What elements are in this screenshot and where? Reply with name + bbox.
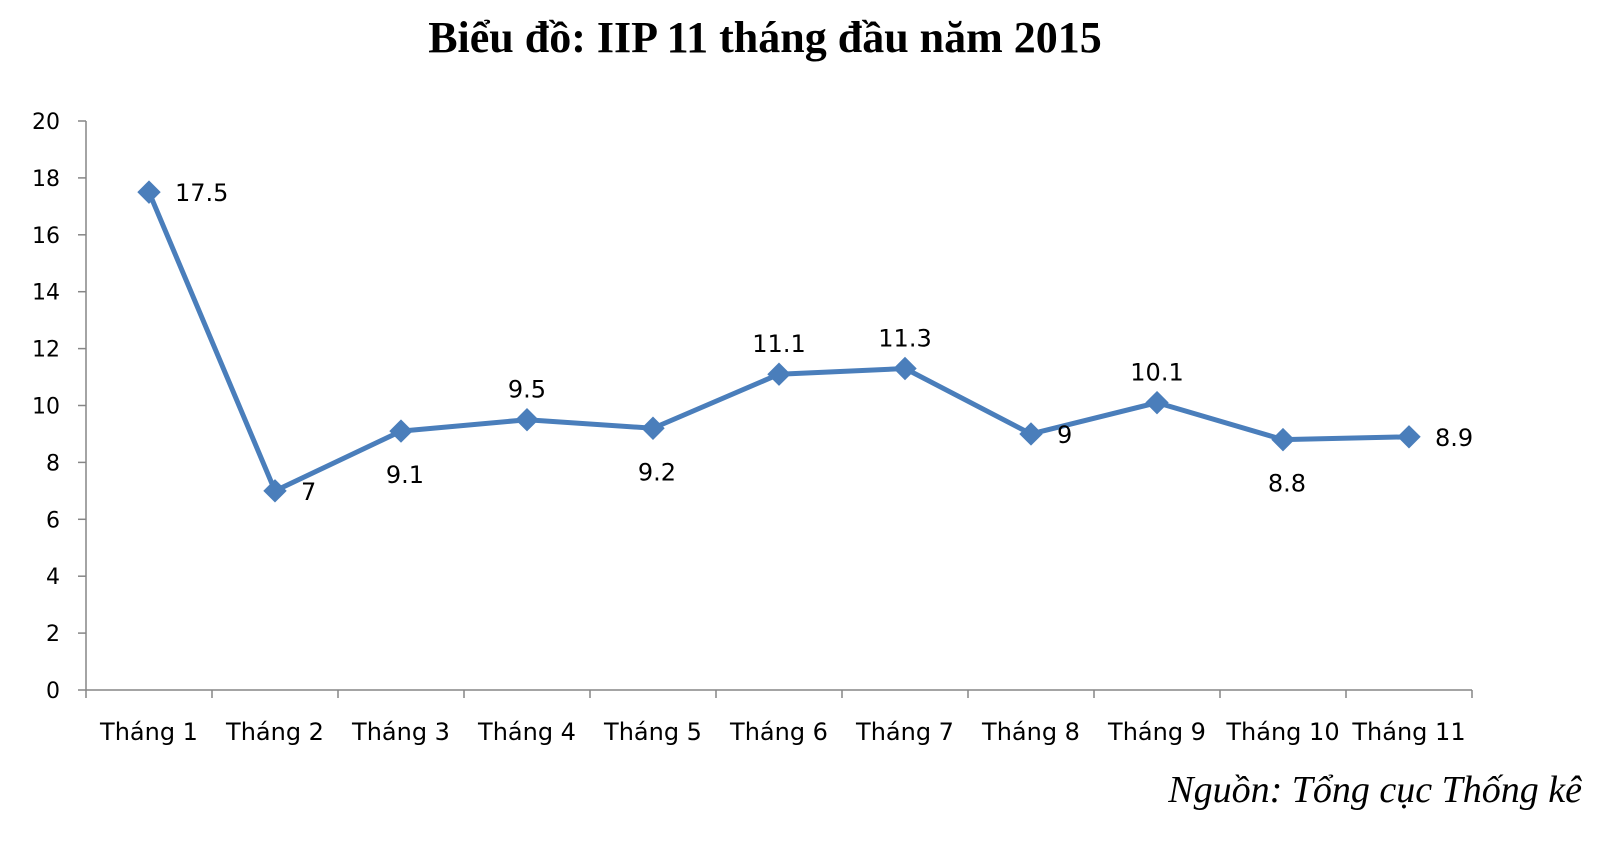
data-label: 11.3 [878,325,931,353]
x-tick-label: Tháng 9 [1107,718,1206,746]
y-tick-label: 16 [32,224,60,249]
y-tick-label: 6 [46,508,60,533]
data-label: 9.2 [638,458,676,486]
x-tick-label: Tháng 2 [225,718,324,746]
y-axis-ticks: 0 2 4 6 8 10 12 14 16 18 20 [32,110,86,704]
data-labels: 17.5 7 9.1 9.5 9.2 11.1 11.3 9 10.1 8.8 8.9 [175,179,1473,506]
data-point [1271,427,1295,452]
source-note: Nguồn: Tổng cục Thống kê [1168,769,1582,811]
x-tick-label: Tháng 11 [1351,718,1465,746]
data-label: 10.1 [1130,359,1183,387]
data-point [641,416,665,440]
data-point [515,408,539,432]
y-tick-label: 8 [46,451,60,476]
data-point [1145,390,1169,415]
y-tick-label: 0 [46,679,60,704]
series-group [137,180,1421,503]
y-tick-label: 10 [32,395,60,420]
y-tick-label: 14 [32,281,60,306]
data-label: 9 [1057,421,1072,449]
data-point [389,419,413,443]
data-label: 8.8 [1268,470,1306,498]
data-label: 9.1 [386,461,424,489]
data-label: 11.1 [752,330,805,358]
data-point [893,356,917,381]
data-point [1397,425,1421,449]
x-tick-label: Tháng 5 [603,718,702,746]
data-point [137,180,161,204]
data-label: 8.9 [1435,424,1473,452]
x-tick-label: Tháng 7 [855,718,954,746]
data-point [1019,422,1043,446]
chart-axes [85,121,1472,691]
x-tick-label: Tháng 1 [99,718,198,746]
data-label: 9.5 [508,376,546,404]
y-tick-label: 18 [32,167,60,192]
data-label: 17.5 [175,179,228,207]
data-point [767,362,791,386]
x-tick-label: Tháng 6 [729,718,828,746]
y-tick-label: 4 [46,565,60,590]
y-tick-label: 2 [46,622,60,647]
data-label: 7 [301,478,316,506]
x-axis-ticks: Tháng 1 Tháng 2 Tháng 3 Tháng 4 Tháng 5 Tháng… [85,690,1473,746]
chart-title: Biểu đồ: IIP 11 tháng đầu năm 2015 [428,13,1102,62]
x-tick-label: Tháng 3 [351,718,450,746]
x-tick-label: Tháng 10 [1225,718,1339,746]
y-tick-label: 12 [32,338,60,363]
x-tick-label: Tháng 4 [477,718,576,746]
x-tick-label: Tháng 8 [981,718,1080,746]
data-point [263,479,287,503]
y-tick-label: 20 [32,110,60,135]
